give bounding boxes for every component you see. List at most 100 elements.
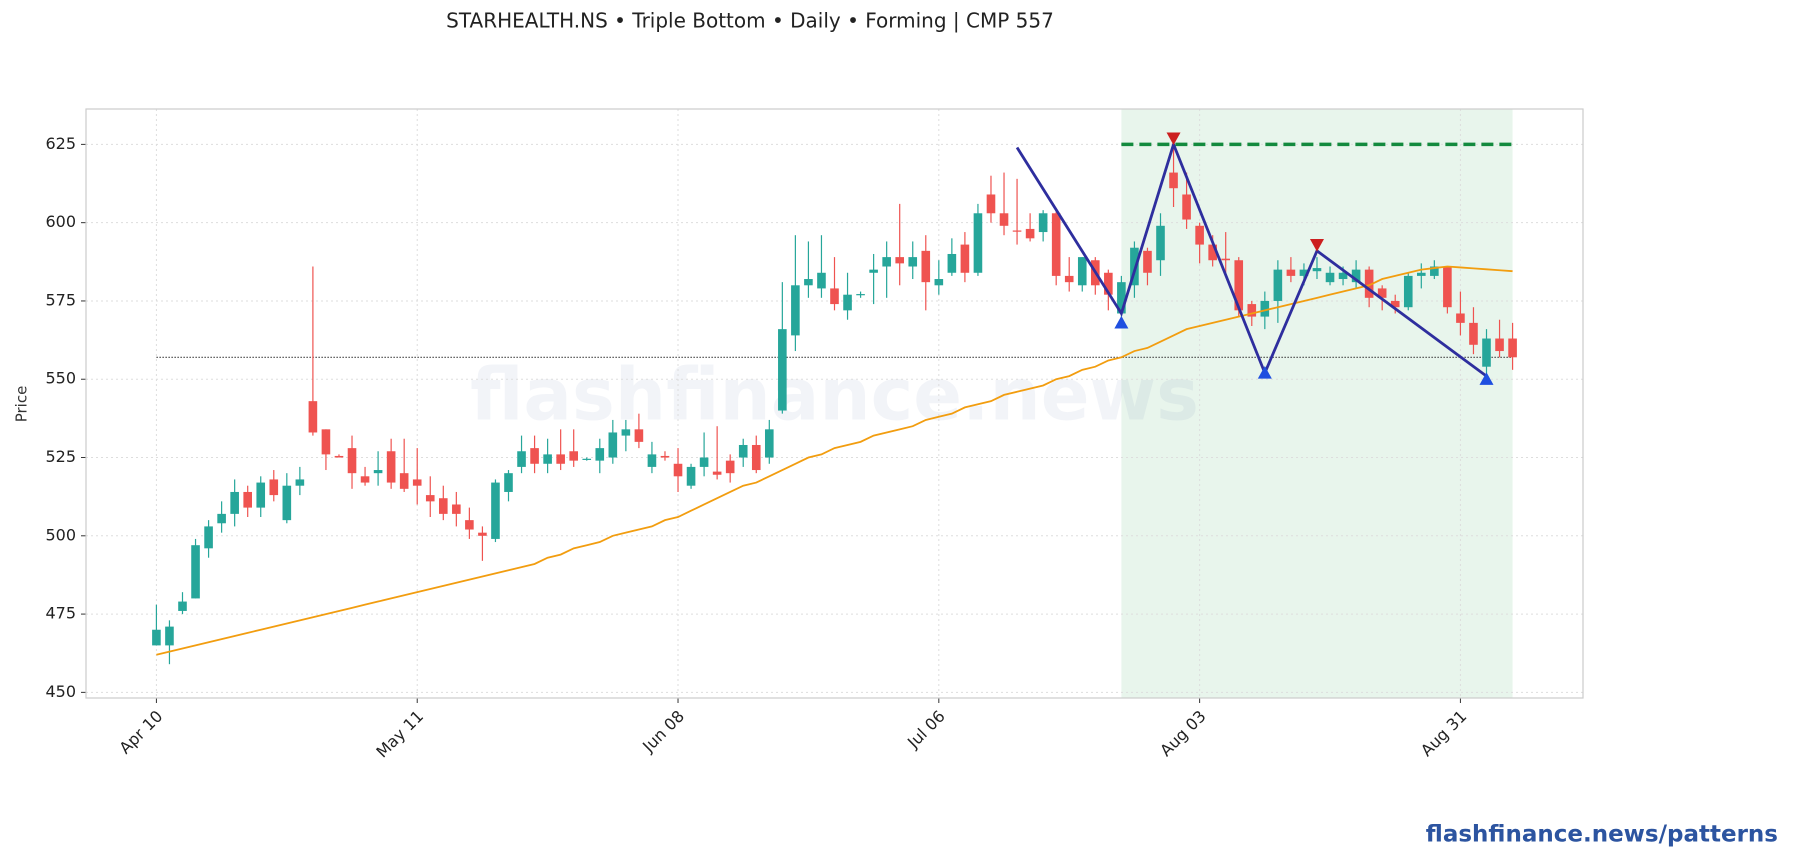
candle-body — [530, 448, 539, 464]
candle-body — [934, 279, 944, 286]
candle-body — [1156, 225, 1165, 261]
candle-body — [321, 429, 331, 455]
plot-frame — [85, 108, 1584, 699]
candle-body — [543, 454, 552, 464]
candle-body — [1025, 228, 1035, 239]
candle-body — [1456, 313, 1465, 323]
candle-body — [373, 470, 383, 474]
candle-body — [556, 454, 565, 464]
pattern-marker — [1114, 315, 1129, 329]
pattern-marker — [1309, 238, 1324, 252]
x-tick-label: Aug 03 — [1156, 707, 1210, 761]
candle-body — [921, 250, 931, 283]
candle-body — [869, 269, 878, 273]
candle-body — [791, 285, 800, 336]
candle-body — [347, 448, 357, 474]
chart-title: STARHEALTH.NS • Triple Bottom • Daily • … — [446, 9, 1054, 33]
candle-body — [804, 279, 813, 286]
candle-body — [738, 444, 748, 458]
candle-body — [960, 244, 970, 273]
candle-body — [1351, 269, 1361, 283]
candle-body — [712, 471, 722, 475]
y-tick-label: 475 — [45, 604, 76, 623]
candle-body — [986, 194, 996, 214]
candle-body — [1169, 172, 1178, 189]
pattern-marker — [1479, 372, 1494, 385]
candle-body — [465, 520, 474, 530]
candle-body — [256, 482, 266, 508]
y-axis-label: Price — [13, 386, 31, 423]
candle-body — [699, 457, 709, 467]
candle-body — [334, 455, 344, 458]
candle-body — [1182, 194, 1191, 220]
candle-body — [1077, 257, 1087, 286]
x-tick-label: Jul 06 — [903, 707, 949, 753]
candle-body — [1221, 258, 1231, 261]
candle-body — [1482, 338, 1491, 367]
candle-body — [230, 491, 239, 514]
candle-body — [1195, 225, 1204, 245]
candle-body — [830, 288, 839, 305]
candle-body — [1038, 213, 1048, 233]
watermark: flashfinance.news — [470, 353, 1199, 437]
candle-body — [386, 451, 396, 483]
candle-body — [1143, 250, 1152, 273]
y-tick-label: 625 — [45, 134, 76, 153]
candle-body — [882, 257, 891, 267]
candle-body — [947, 253, 957, 273]
candle-body — [452, 504, 461, 514]
candle-body — [1208, 244, 1217, 261]
y-tick-label: 575 — [45, 290, 76, 309]
candle-body — [478, 532, 487, 536]
x-tick-label: Apr 10 — [115, 707, 166, 758]
candle-body — [1012, 230, 1022, 232]
candle-body — [647, 454, 657, 467]
moving-average — [156, 265, 1513, 656]
y-tick-label: 550 — [45, 369, 76, 388]
x-tick-label: Jun 08 — [638, 707, 688, 757]
candle-body — [412, 479, 422, 486]
candle-body — [1247, 304, 1257, 317]
candle-body — [569, 451, 579, 461]
pattern-marker — [1166, 132, 1181, 146]
y-tick-label: 525 — [45, 447, 76, 466]
candle-body — [1416, 272, 1426, 276]
candle-body — [504, 473, 513, 492]
candle-body — [243, 491, 253, 508]
candle-body — [1117, 282, 1126, 314]
candle-body — [1430, 266, 1439, 276]
candle-body — [1104, 272, 1113, 295]
candle-body — [1312, 268, 1322, 272]
candle-body — [1064, 275, 1074, 283]
candle-body — [165, 626, 174, 646]
candle-body — [308, 401, 318, 433]
candle-body — [1051, 213, 1061, 276]
candle-body — [751, 444, 761, 471]
candle-body — [152, 629, 161, 646]
candle-body — [217, 513, 226, 524]
candle-body — [1273, 269, 1283, 301]
candle-body — [895, 257, 905, 264]
footer: flashfinance.news/patterns — [1426, 822, 1778, 848]
candle-body — [582, 458, 592, 460]
y-tick-label: 450 — [45, 682, 76, 701]
candle-body — [1508, 338, 1517, 358]
candle-body — [634, 429, 644, 442]
candle-body — [1443, 266, 1452, 308]
candle-body — [621, 429, 631, 436]
candle-body — [399, 473, 409, 489]
candle-body — [269, 479, 279, 496]
candle-body — [1364, 269, 1374, 298]
pattern-line — [1015, 140, 1488, 378]
x-tick-label: Aug 31 — [1417, 707, 1471, 761]
candle-body — [178, 601, 187, 611]
candle-body — [817, 272, 826, 289]
candle-body — [1495, 338, 1504, 352]
candle-body — [595, 448, 605, 461]
candle-body — [778, 329, 787, 411]
candle-body — [1260, 300, 1270, 317]
candle-body — [1338, 272, 1348, 280]
candle-body — [1234, 260, 1244, 311]
candle-body — [1390, 300, 1400, 308]
